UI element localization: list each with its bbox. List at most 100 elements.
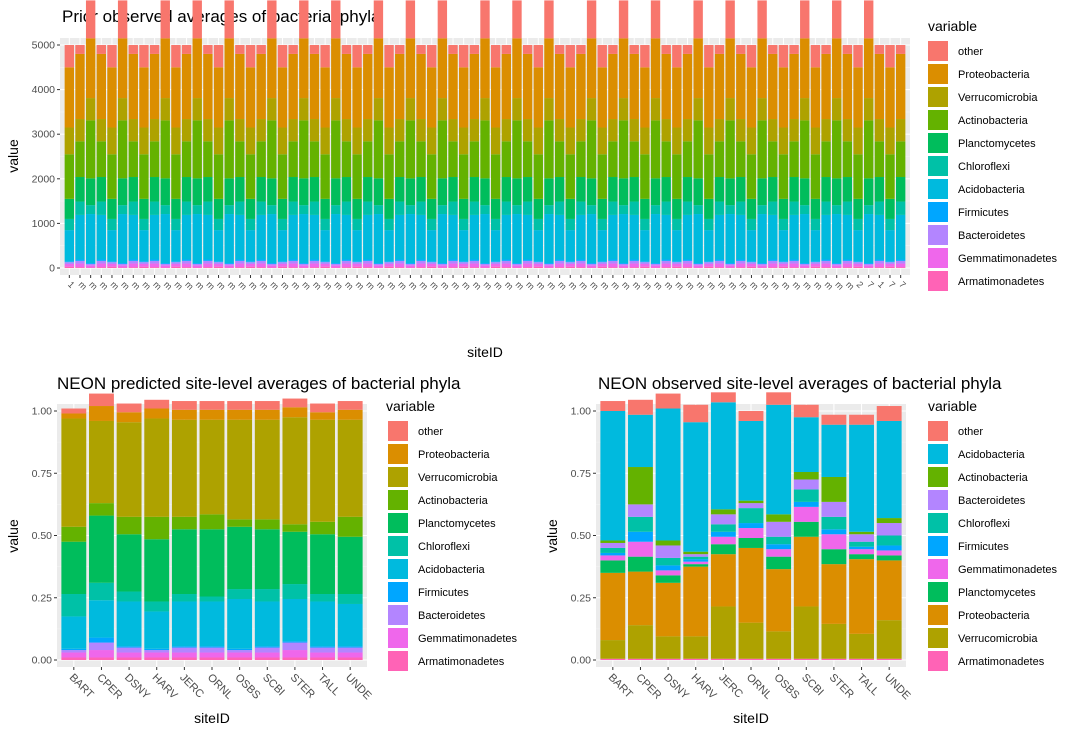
bar-segment-bacteroidetes [171,647,197,653]
bar-segment-chloroflexi [160,205,170,215]
bar-segment-actinobacteria [427,154,437,199]
bar-segment-armatimonadetes [533,266,543,268]
bar-segment-planctomycetes [522,177,533,202]
bar-segment-gemmatimonadetes [714,263,725,268]
bar-segment-bacteroidetes [405,263,416,266]
bar-segment-planctomycetes [373,178,384,206]
bar-segment-gemmatimonadetes [416,263,426,268]
bar-segment-acidobacteria [171,230,181,262]
bar-segment-actinobacteria [64,154,75,199]
y-tick-label: 3000 [32,129,56,141]
bar-segment-firmicutes [61,648,87,651]
bar-segment-acidobacteria [600,411,626,541]
bar-segment-proteobacteria [586,38,597,99]
x-tick-label: HARV [689,672,719,702]
bar-segment-verrucomicrobia [395,119,405,142]
bar-segment-other [299,0,309,39]
bar-segment-proteobacteria [725,38,735,99]
legend-key-proteobacteria [388,444,408,464]
bar-segment-acidobacteria [757,214,767,264]
bar-segment-bacteroidetes [682,260,693,264]
bar-segment-planctomycetes [821,549,847,565]
bar-segment-proteobacteria [116,412,142,423]
bar-segment-verrucomicrobia [876,620,902,659]
bar-segment-bacteroidetes [128,260,138,264]
bar-segment-verrucomicrobia [800,98,810,121]
bar-segment-chloroflexi [337,594,363,604]
bar-segment-other [171,45,181,68]
bar-segment-other [810,45,821,68]
bar-segment-bacteroidetes [704,262,714,264]
bar-segment-gemmatimonadetes [299,265,309,268]
bar-segment-proteobacteria [61,413,87,419]
bar-segment-verrucomicrobia [320,127,330,155]
bar-segment-gemmatimonadetes [554,263,565,268]
bar-segment-verrucomicrobia [192,98,202,121]
bar-segment-actinobacteria [600,540,626,543]
bar-segment-firmicutes [757,263,767,264]
bar-segment-gemmatimonadetes [405,265,416,268]
legend-label: Firmicutes [958,541,1009,553]
bar-segment-armatimonadetes [256,267,266,268]
bar-segment-chloroflexi [395,201,405,215]
bar-segment-planctomycetes [682,177,693,202]
y-tick-label: 5000 [32,40,56,52]
bar-segment-proteobacteria [480,38,490,99]
bar-segment-armatimonadetes [352,266,362,268]
bar-segment-firmicutes [448,259,458,261]
bar-segment-actinobacteria [725,120,735,179]
bar-segment-planctomycetes [64,198,75,219]
bar-segment-actinobacteria [849,531,874,535]
bar-segment-proteobacteria [144,408,170,419]
bar-segment-other [85,0,96,39]
bar-segment-bacteroidetes [874,260,885,264]
bar-segment-bacteroidetes [373,263,384,266]
legend-label: Firmicutes [418,587,469,599]
bar-segment-planctomycetes [864,178,874,206]
bar-segment-proteobacteria [576,53,586,120]
bar-segment-actinobacteria [544,120,554,179]
bar-segment-actinobacteria [629,141,639,178]
bar-segment-armatimonadetes [522,267,533,268]
bar-segment-acidobacteria [458,230,469,262]
bar-segment-bacteroidetes [821,260,831,264]
bar-segment-acidobacteria [181,214,192,260]
legend-label: Gemmatimonadetes [418,633,518,645]
bar-segment-actinobacteria [842,141,853,178]
bar-segment-bacteroidetes [480,263,490,266]
bar-segment-chloroflexi [245,218,256,231]
bar-segment-chloroflexi [341,201,352,215]
bar-segment-firmicutes [778,261,789,263]
bar-segment-gemmatimonadetes [267,265,277,268]
bar-segment-bacteroidetes [277,262,288,264]
bar-segment-acidobacteria [267,214,277,264]
x-tick-label: 7 [887,279,898,290]
bar-segment-actinobacteria [501,141,512,178]
bar-segment-acidobacteria [655,408,681,541]
bar-segment-firmicutes [725,263,735,264]
bar-segment-planctomycetes [337,536,363,595]
bar-segment-actinobacteria [256,141,266,178]
bar-segment-verrucomicrobia [628,625,653,659]
bar-segment-proteobacteria [800,38,810,99]
bar-segment-actinobacteria [213,154,224,199]
bar-segment-actinobacteria [778,154,789,199]
bar-segment-firmicutes [608,259,618,261]
legend-label: Gemmatimonadetes [958,253,1058,265]
bar-segment-chloroflexi [181,201,192,215]
bar-segment-acidobacteria [736,214,746,260]
bar-segment-gemmatimonadetes [576,263,586,268]
bar-segment-proteobacteria [655,582,681,637]
bar-segment-actinobacteria [628,467,653,505]
bar-segment-actinobacteria [661,141,671,178]
bar-segment-planctomycetes [842,177,853,202]
bar-segment-chloroflexi [64,218,75,231]
bar-segment-gemmatimonadetes [876,550,902,556]
bar-segment-other [597,45,607,68]
bar-segment-bacteroidetes [793,479,819,490]
bar-segment-chloroflexi [373,205,384,215]
bar-segment-bacteroidetes [576,260,586,264]
legend-key-verrucomicrobia [928,628,948,648]
bar-segment-chloroflexi [628,516,653,532]
bar-segment-verrucomicrobia [736,119,746,142]
